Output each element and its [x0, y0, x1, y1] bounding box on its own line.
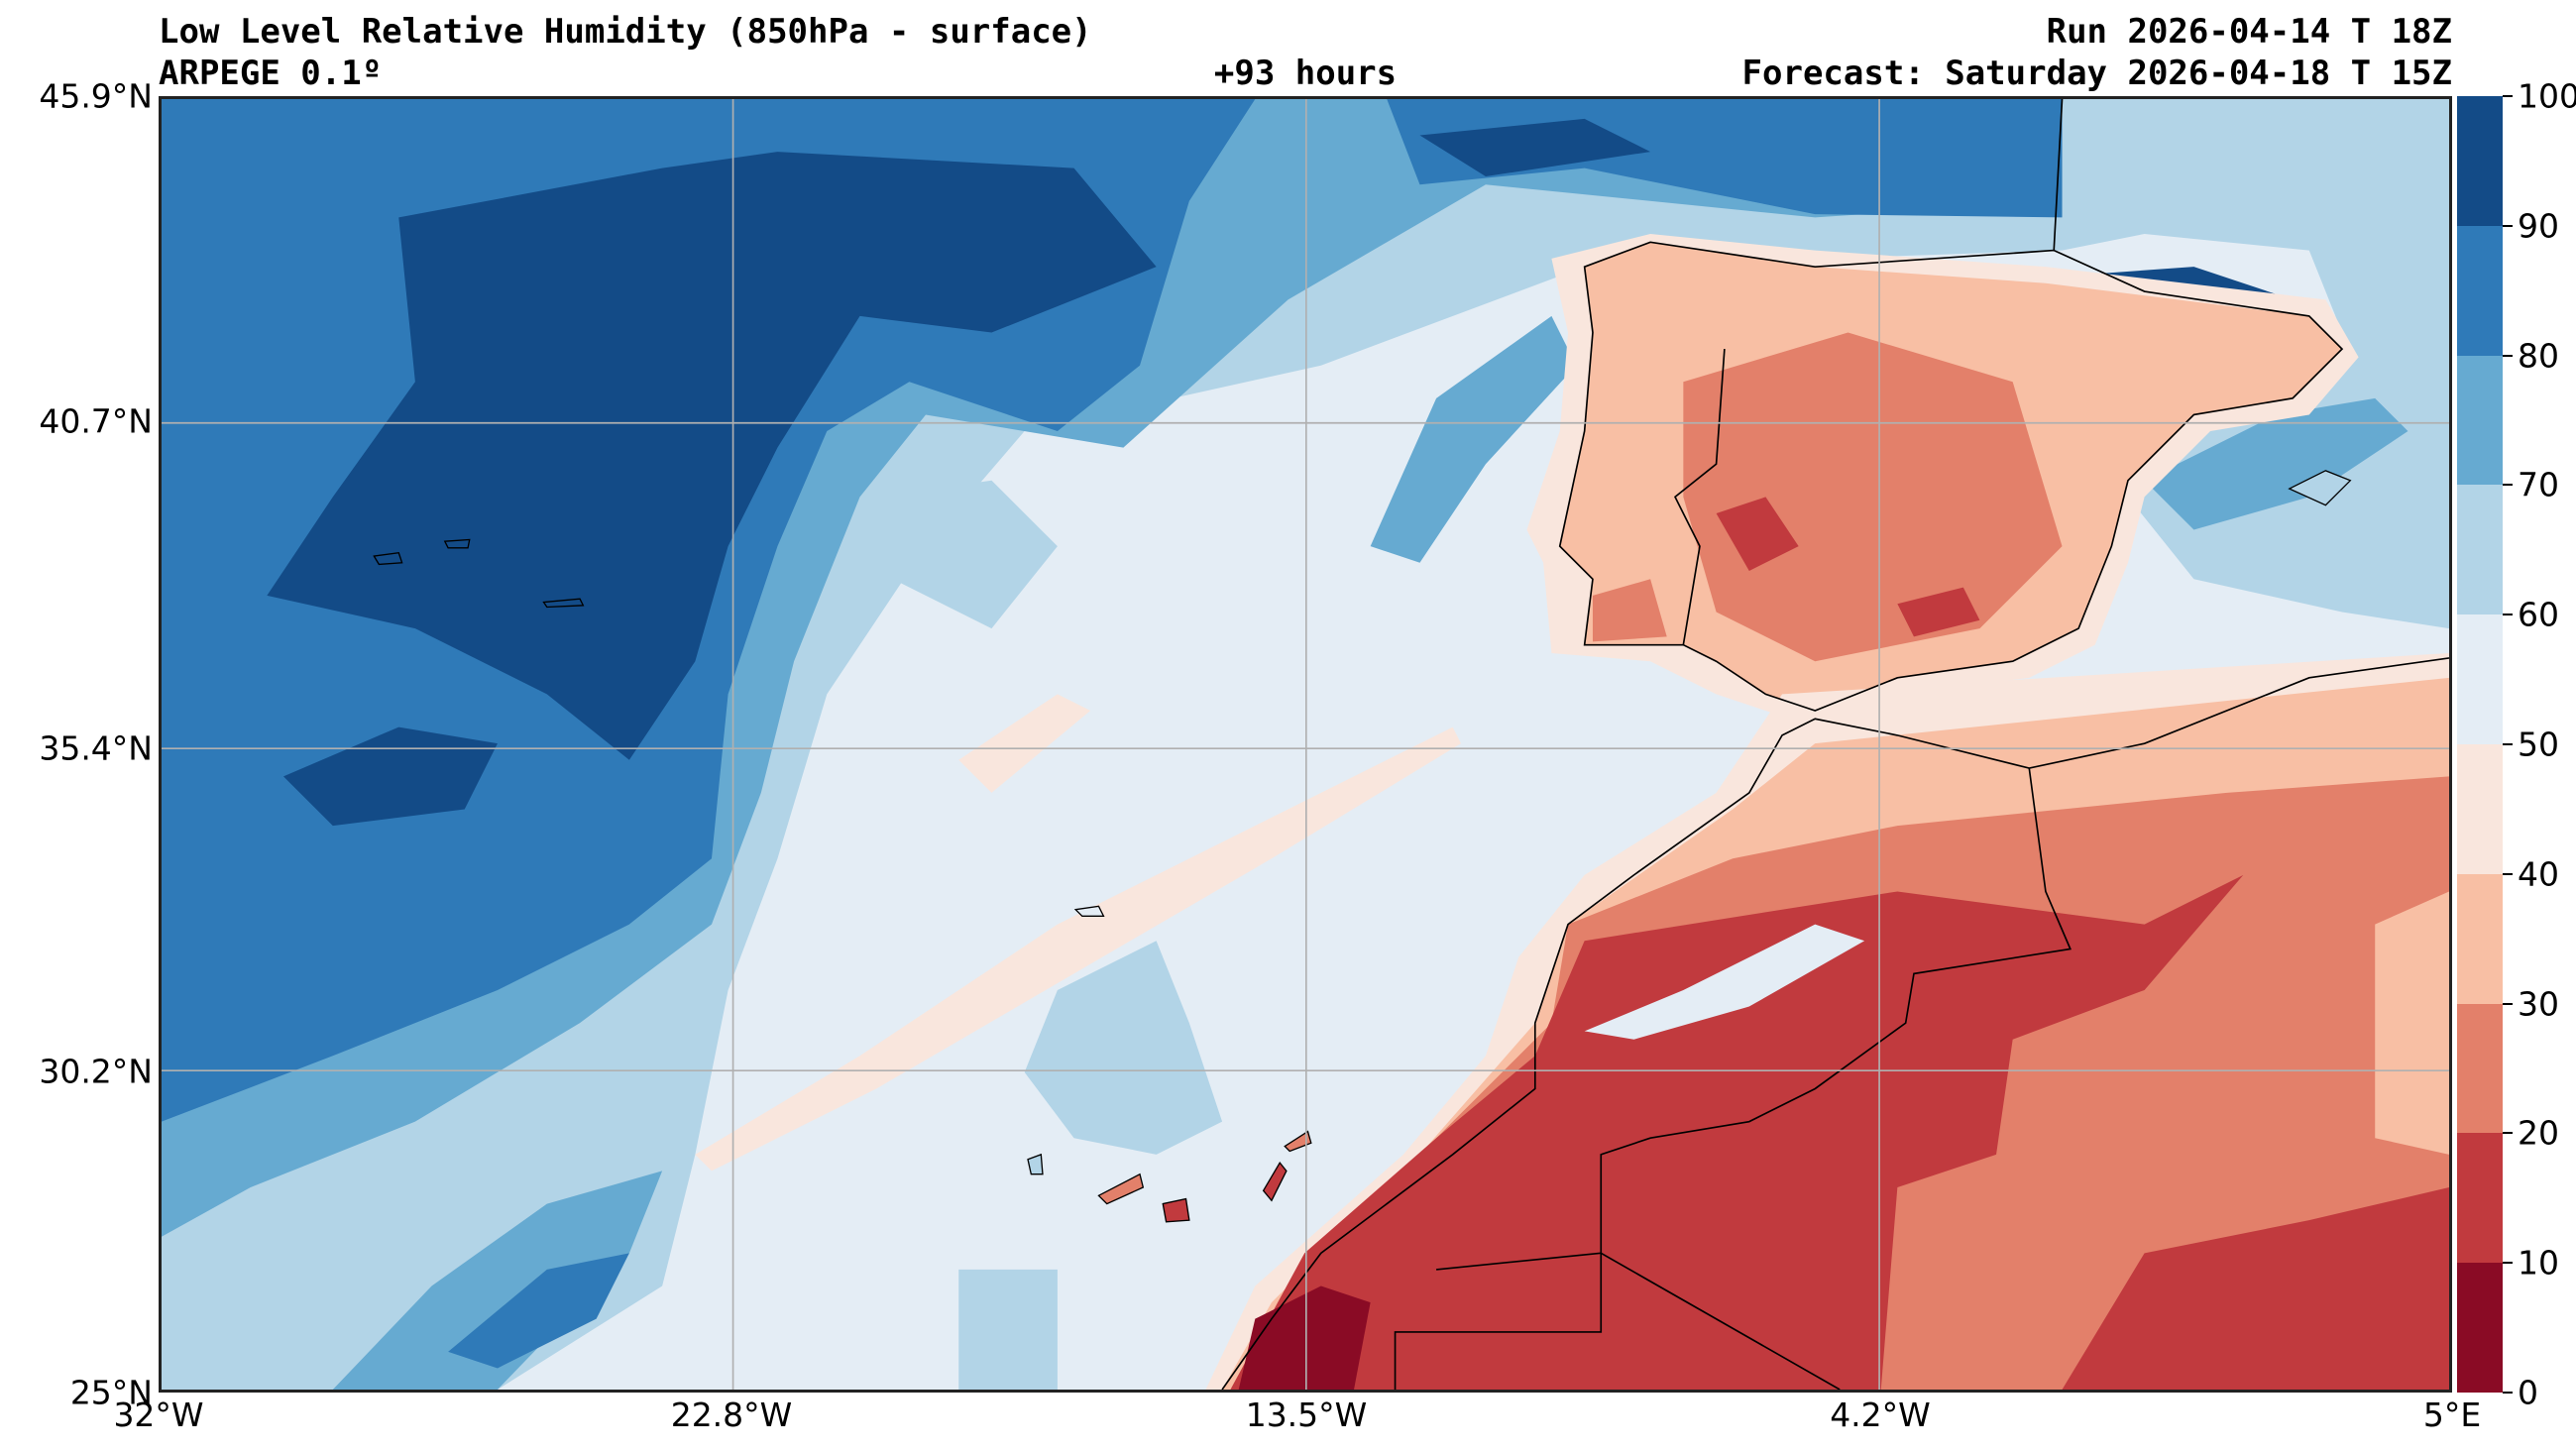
colorbar-tick — [2503, 1132, 2513, 1135]
lat-tick-label: 40.7°N — [39, 401, 153, 441]
humidity-field — [162, 99, 2449, 1390]
level-70-80 — [2144, 397, 2408, 530]
level-40-50-streak — [958, 694, 1091, 793]
lon-tick-label: 22.8°W — [670, 1396, 793, 1434]
colorbar-tick-label: 50 — [2518, 725, 2559, 764]
colorbar-segment — [2457, 614, 2503, 744]
map-plot — [159, 96, 2452, 1393]
canary-island — [1162, 1197, 1190, 1223]
balearic-island — [2288, 470, 2352, 506]
country-border — [1600, 1252, 1841, 1390]
iberia-coastline — [1558, 99, 2344, 712]
colorbar-segment — [2457, 1003, 2503, 1134]
azores-island — [443, 538, 471, 549]
colorbar-tick-label: 80 — [2518, 336, 2559, 376]
level-60-70 — [876, 480, 1058, 629]
colorbar-segment — [2457, 1133, 2503, 1264]
level-10-20-africa — [2062, 1186, 2449, 1390]
level-10-20-iberia — [1897, 587, 1980, 637]
level-60-70 — [2062, 99, 2449, 629]
colorbar-tick — [2503, 484, 2513, 487]
canary-island — [1027, 1153, 1044, 1175]
atlas-moist-streak — [1584, 924, 1865, 1040]
lat-tick-label: 25°N — [69, 1373, 153, 1412]
lon-tick-label: 32°W — [113, 1396, 204, 1434]
colorbar-tick — [2503, 1392, 2513, 1394]
colorbar-tick-label: 0 — [2518, 1373, 2538, 1412]
colorbar-tick — [2503, 614, 2513, 616]
level-90-100 — [1419, 118, 1651, 176]
colorbar-tick — [2503, 1262, 2513, 1265]
lon-tick-label: 4.2°W — [1830, 1396, 1931, 1434]
colorbar-segment — [2457, 355, 2503, 486]
colorbar-segment — [2457, 744, 2503, 874]
colorbar-tick-label: 70 — [2518, 465, 2559, 504]
lat-tick-label: 30.2°N — [39, 1052, 153, 1091]
gridlines — [162, 99, 2449, 1390]
azores-island — [373, 552, 403, 566]
forecast-label: Forecast: Saturday 2026-04-18 T 15Z — [1741, 54, 2452, 93]
madeira-island — [1073, 905, 1105, 917]
colorbar-tick — [2503, 1002, 2513, 1005]
lon-tick-label: 13.5°W — [1245, 1396, 1368, 1434]
level-70-80 — [1370, 315, 1577, 563]
colorbar-tick — [2503, 743, 2513, 745]
azores-island — [542, 598, 585, 609]
colorbar-segment — [2457, 1263, 2503, 1393]
level-0-10-africa — [1238, 1285, 1371, 1390]
level-90-100 — [267, 152, 1157, 760]
level-80-90 — [448, 1253, 629, 1369]
colorbar-tick — [2503, 354, 2513, 357]
level-40-50-streak — [695, 726, 1462, 1172]
colorbar-tick-label: 90 — [2518, 206, 2559, 246]
level-60-70 — [1024, 941, 1223, 1155]
level-60-70 — [958, 1269, 1058, 1390]
colorbar-tick-label: 20 — [2518, 1113, 2559, 1153]
lat-tick-label: 45.9°N — [39, 76, 153, 116]
level-30-40-east — [2375, 891, 2449, 1155]
run-label: Run 2026-04-14 T 18Z — [2046, 12, 2452, 52]
level-70-80 — [332, 1171, 663, 1390]
canary-island — [1097, 1173, 1145, 1205]
level-20-30-iberia — [1683, 332, 2063, 662]
colorbar-tick-label: 100 — [2518, 76, 2576, 116]
colorbar-tick — [2503, 872, 2513, 875]
colorbar-tick-label: 40 — [2518, 854, 2559, 894]
canary-island — [1284, 1130, 1312, 1153]
colorbar-tick — [2503, 224, 2513, 227]
level-90-100 — [282, 726, 498, 827]
colorbar — [2457, 96, 2503, 1393]
colorbar-tick-label: 10 — [2518, 1243, 2559, 1283]
canary-island — [1262, 1161, 1288, 1202]
colorbar-tick — [2503, 95, 2513, 97]
colorbar-tick-label: 60 — [2518, 595, 2559, 634]
level-20-30-iberia — [1592, 579, 1667, 642]
lead-time: +93 hours — [1213, 54, 1398, 93]
colorbar-segment — [2457, 225, 2503, 356]
colorbar-segment — [2457, 96, 2503, 226]
country-border — [1673, 349, 1726, 645]
colorbar-tick-label: 30 — [2518, 984, 2559, 1024]
africa-coastline — [1221, 657, 2449, 1390]
lon-tick-label: 5°E — [2422, 1396, 2482, 1434]
lat-tick-label: 35.4°N — [39, 728, 153, 768]
model-label: ARPEGE 0.1º — [159, 54, 383, 93]
colorbar-segment — [2457, 873, 2503, 1004]
level-10-20-africa — [1230, 874, 2244, 1390]
country-border — [1436, 1252, 1602, 1271]
colorbar-segment — [2457, 485, 2503, 615]
country-border — [1394, 767, 2072, 1390]
chart-title: Low Level Relative Humidity (850hPa - su… — [159, 12, 1092, 52]
